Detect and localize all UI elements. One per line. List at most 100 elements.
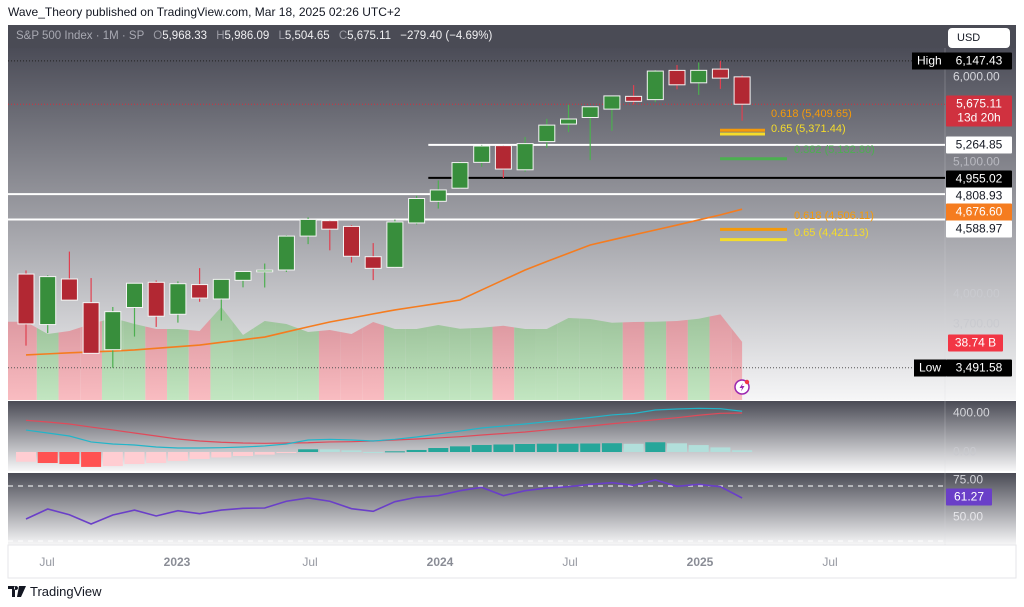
candle-body <box>364 256 382 269</box>
candle <box>343 225 360 263</box>
price-tick: 4,000.00 <box>953 286 1000 301</box>
fib-label: 0.65 (5,371.44) <box>771 123 846 135</box>
candle <box>603 95 621 131</box>
macd-tick: 0.00 <box>953 444 977 459</box>
time-tick: Jul <box>822 555 838 569</box>
candle <box>516 137 534 172</box>
macd-histogram-bar <box>59 452 80 464</box>
volume-bar <box>210 307 233 400</box>
candle <box>581 106 599 161</box>
candle-body <box>429 189 447 202</box>
high-value: 5,986.09 <box>224 30 270 42</box>
candle-body <box>126 282 143 308</box>
price-tick: 6,000.00 <box>953 69 1000 84</box>
macd-histogram-bar <box>189 452 210 460</box>
macd-histogram-bar <box>601 443 622 452</box>
volume-bar <box>58 327 81 400</box>
macd-histogram-bar <box>493 444 514 452</box>
time-tick: 2025 <box>686 555 714 569</box>
rsi-line <box>25 479 743 525</box>
close-value: 5,675.11 <box>347 30 392 42</box>
currency-button[interactable]: USD <box>948 28 1010 48</box>
macd-histogram-bar <box>167 452 188 461</box>
volume-bar <box>492 325 515 400</box>
macd-histogram-bar <box>341 450 362 452</box>
candle-body <box>82 302 100 354</box>
alert-icon[interactable] <box>734 379 750 395</box>
candle <box>451 161 469 190</box>
candle <box>256 263 274 288</box>
volume-bar <box>579 318 602 400</box>
candle <box>234 270 252 288</box>
macd-histogram-bar <box>688 445 709 452</box>
volume-bar <box>362 322 385 400</box>
rsi-pane[interactable] <box>8 473 1016 545</box>
time-axis[interactable] <box>7 544 1017 579</box>
macd-histogram-bar <box>363 452 384 453</box>
candle-body <box>560 118 577 125</box>
candle-body <box>169 283 187 315</box>
macd-histogram-bar <box>515 444 536 452</box>
level-label: 4,588.97 <box>946 220 1012 238</box>
last-price: 5,675.11 <box>956 96 1002 111</box>
macd-histogram-bar <box>558 443 579 452</box>
candle <box>690 62 708 95</box>
volume-bar <box>318 329 341 400</box>
volume-bar <box>145 326 168 400</box>
volume-bar <box>167 329 189 400</box>
candle <box>473 144 491 167</box>
volume-bar <box>666 319 688 400</box>
candle-body <box>408 197 426 224</box>
candle-body <box>212 278 230 300</box>
brand-name: TradingView <box>30 584 102 599</box>
rsi-value-label: 61.27 <box>946 488 992 506</box>
macd-histogram-bar <box>124 452 145 464</box>
candle-body <box>39 276 57 326</box>
volume-bar <box>514 327 536 400</box>
candle <box>82 278 100 354</box>
candle-body <box>646 70 664 101</box>
candle <box>429 180 447 209</box>
candle <box>277 235 295 272</box>
candle-body <box>386 221 404 268</box>
candle-body <box>690 69 708 84</box>
volume-bar <box>427 325 450 400</box>
candle <box>126 282 143 337</box>
candles <box>17 60 751 368</box>
candle-body <box>451 162 469 189</box>
volume-bar <box>188 319 211 400</box>
low-value-label: 3,491.58 <box>946 359 1012 377</box>
volume-bar <box>709 314 732 400</box>
macd-histogram-bar <box>536 443 557 452</box>
candle <box>386 219 404 268</box>
candle-body <box>668 69 686 86</box>
price-tick: 3,700.00 <box>953 316 1000 331</box>
time-tick: Jul <box>39 555 55 569</box>
horizontal-levels <box>8 60 945 369</box>
macd-histogram-bar <box>667 443 687 452</box>
macd-histogram-bar <box>102 452 123 467</box>
candle <box>17 270 35 346</box>
volume-bar <box>8 321 37 400</box>
high-value-label: 6,147.43 <box>946 52 1012 70</box>
last-price-label: 5,675.11 13d 20h <box>946 95 1012 127</box>
rsi-tick: 75.00 <box>953 472 984 487</box>
macd-indicator <box>16 407 753 467</box>
candle-body <box>516 143 534 171</box>
candle <box>60 251 78 301</box>
symbol-name[interactable]: S&P 500 Index · 1M · SP <box>16 30 145 42</box>
macd-histogram-bar <box>211 452 232 458</box>
volume-bar <box>557 317 580 400</box>
moving-average-label: 4,676.60 <box>946 203 1012 221</box>
candle-body <box>473 145 491 163</box>
fib-label: 0.65 (4,421.13) <box>794 227 869 239</box>
candle-body <box>60 278 78 301</box>
macd-histogram-bar <box>16 452 36 462</box>
symbol-header: S&P 500 Index · 1M · SP O5,968.33 H5,986… <box>8 25 1016 48</box>
volume-bar <box>405 327 428 400</box>
macd-tick: 400.00 <box>953 405 990 420</box>
candle-body <box>538 124 556 143</box>
tradingview-logo[interactable]: TradingView <box>8 584 102 599</box>
candle <box>560 104 577 133</box>
